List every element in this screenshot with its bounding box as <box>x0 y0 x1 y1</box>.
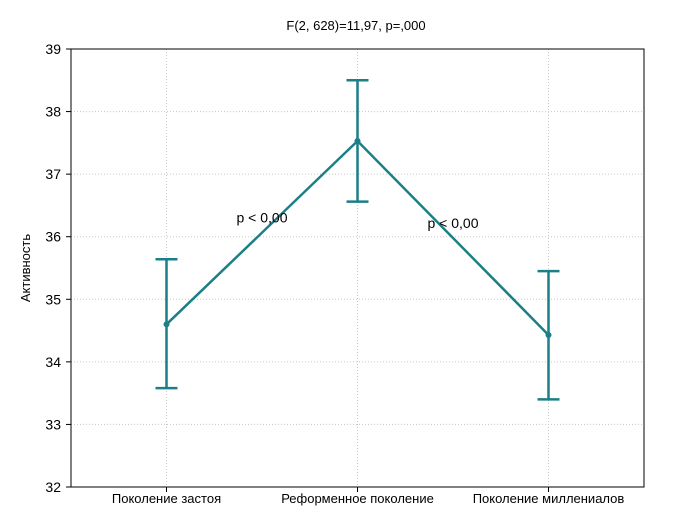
annotation-label: p < 0,00 <box>428 215 479 231</box>
data-point <box>354 137 361 144</box>
annotations: p < 0,00 p < 0,00 <box>237 210 479 231</box>
chart-title: F(2, 628)=11,97, p=,000 <box>286 18 425 33</box>
y-tick-label: 36 <box>45 229 61 245</box>
x-tick-label: Поколение застоя <box>112 491 221 506</box>
x-tick-label: Поколение миллениалов <box>473 491 625 506</box>
y-tick-label: 37 <box>45 166 61 182</box>
y-tick-label: 32 <box>45 479 61 495</box>
y-tick-label: 34 <box>45 354 61 370</box>
y-axis: 32 33 34 35 36 37 38 39 <box>45 41 71 495</box>
y-tick-label: 38 <box>45 104 61 120</box>
annotation-label: p < 0,00 <box>237 210 288 226</box>
series-group <box>155 79 560 401</box>
data-point <box>545 331 552 338</box>
y-tick-label: 35 <box>45 291 61 307</box>
y-tick-label: 33 <box>45 416 61 432</box>
y-axis-label: Активность <box>18 234 33 302</box>
data-point <box>163 321 170 328</box>
y-tick-label: 39 <box>45 41 61 57</box>
x-axis: Поколение застоя Реформенное поколение Пок… <box>112 487 624 506</box>
x-tick-label: Реформенное поколение <box>281 491 434 506</box>
